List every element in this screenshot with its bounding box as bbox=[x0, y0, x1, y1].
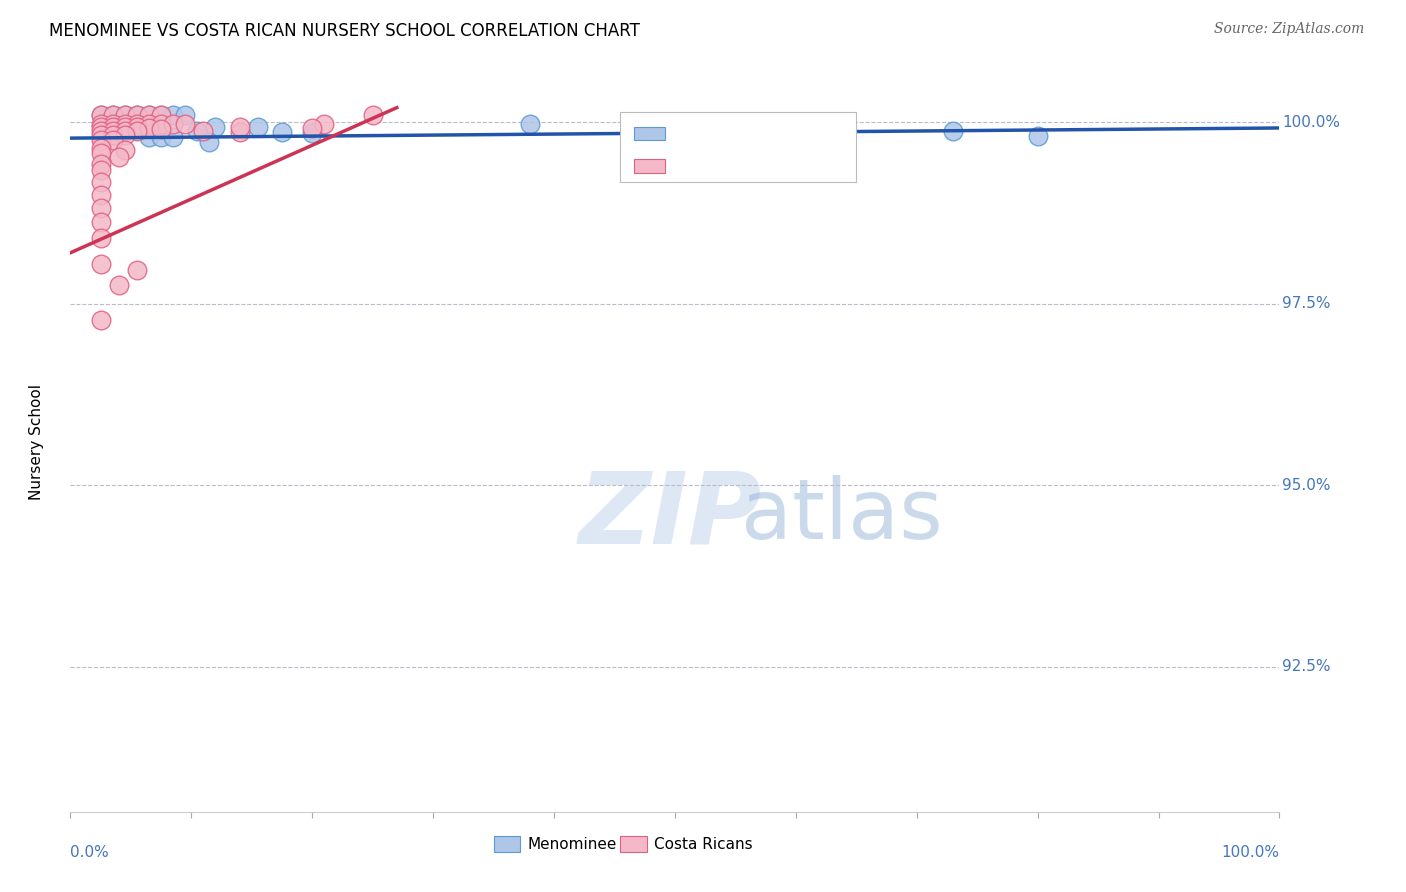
Point bbox=[107, 278, 129, 293]
Point bbox=[125, 117, 148, 131]
Point bbox=[90, 175, 111, 189]
Text: 0.0%: 0.0% bbox=[70, 845, 110, 860]
Point bbox=[114, 108, 136, 122]
Point bbox=[664, 117, 686, 131]
Point bbox=[90, 108, 111, 122]
Point bbox=[519, 117, 541, 131]
Text: 95.0%: 95.0% bbox=[1282, 477, 1330, 492]
Text: Costa Ricans: Costa Ricans bbox=[654, 837, 754, 852]
Point bbox=[125, 262, 148, 277]
Point bbox=[101, 132, 124, 146]
Point bbox=[125, 108, 148, 122]
Point bbox=[125, 108, 148, 122]
Point bbox=[1026, 128, 1049, 143]
Point bbox=[361, 108, 384, 122]
Point bbox=[114, 120, 136, 134]
Text: R = 0.097   N = 26: R = 0.097 N = 26 bbox=[675, 123, 827, 138]
Point bbox=[101, 124, 124, 138]
Point bbox=[90, 312, 111, 326]
Point bbox=[314, 117, 336, 131]
Point bbox=[114, 128, 136, 143]
Point bbox=[270, 125, 294, 139]
Point bbox=[198, 135, 221, 149]
Point bbox=[90, 163, 111, 178]
Point bbox=[101, 128, 124, 143]
Point bbox=[138, 120, 160, 135]
Point bbox=[186, 124, 208, 138]
Text: 100.0%: 100.0% bbox=[1222, 845, 1279, 860]
Point bbox=[90, 145, 111, 160]
Point bbox=[107, 117, 129, 131]
Point bbox=[150, 129, 172, 144]
Point bbox=[162, 108, 184, 122]
Point bbox=[150, 117, 172, 131]
Text: atlas: atlas bbox=[741, 475, 943, 556]
Point bbox=[162, 129, 184, 144]
Bar bbox=[634, 127, 665, 140]
Point bbox=[114, 117, 136, 131]
Point bbox=[90, 188, 111, 202]
Point bbox=[90, 132, 111, 146]
Point bbox=[138, 129, 160, 144]
Point bbox=[138, 117, 160, 131]
Point bbox=[174, 108, 197, 122]
Point bbox=[204, 120, 226, 135]
Point bbox=[90, 120, 111, 134]
Point bbox=[90, 201, 111, 215]
Text: R = 0.468   N = 58: R = 0.468 N = 58 bbox=[675, 156, 827, 170]
Point bbox=[301, 126, 323, 140]
Bar bbox=[620, 836, 647, 853]
Point bbox=[90, 157, 111, 171]
Point bbox=[640, 117, 662, 131]
Point bbox=[101, 108, 124, 122]
Point bbox=[101, 108, 124, 122]
Point bbox=[90, 231, 111, 245]
Point bbox=[246, 120, 269, 135]
Point bbox=[90, 214, 111, 228]
Point bbox=[90, 128, 111, 143]
Point bbox=[114, 143, 136, 157]
Point bbox=[942, 124, 965, 138]
Text: Nursery School: Nursery School bbox=[28, 384, 44, 500]
Point bbox=[101, 120, 124, 134]
Point bbox=[150, 108, 172, 122]
Point bbox=[150, 121, 172, 136]
Point bbox=[90, 117, 111, 131]
Point bbox=[132, 120, 155, 134]
Text: 97.5%: 97.5% bbox=[1282, 296, 1330, 311]
Point bbox=[150, 108, 172, 122]
Point bbox=[90, 108, 111, 122]
Text: Source: ZipAtlas.com: Source: ZipAtlas.com bbox=[1213, 22, 1364, 37]
FancyBboxPatch shape bbox=[620, 112, 856, 183]
Bar bbox=[494, 836, 520, 853]
Point bbox=[138, 108, 160, 122]
Point bbox=[125, 120, 148, 135]
Point bbox=[114, 124, 136, 138]
Point bbox=[228, 125, 250, 139]
Point bbox=[101, 117, 124, 131]
Point bbox=[96, 117, 118, 131]
Point bbox=[107, 150, 129, 164]
Point bbox=[228, 120, 250, 135]
Point bbox=[125, 124, 148, 138]
Text: Menominee: Menominee bbox=[527, 837, 617, 852]
Point bbox=[301, 120, 323, 135]
Point bbox=[162, 117, 184, 131]
Text: 100.0%: 100.0% bbox=[1282, 115, 1340, 129]
Point bbox=[193, 124, 215, 138]
Point bbox=[114, 108, 136, 122]
Point bbox=[174, 117, 197, 131]
Point bbox=[138, 108, 160, 122]
Bar bbox=[634, 160, 665, 173]
Text: 92.5%: 92.5% bbox=[1282, 659, 1330, 674]
Text: ZIP: ZIP bbox=[578, 467, 761, 564]
Point bbox=[90, 257, 111, 271]
Point bbox=[90, 140, 111, 154]
Text: MENOMINEE VS COSTA RICAN NURSERY SCHOOL CORRELATION CHART: MENOMINEE VS COSTA RICAN NURSERY SCHOOL … bbox=[49, 22, 640, 40]
Point bbox=[90, 124, 111, 138]
Point bbox=[120, 117, 142, 131]
